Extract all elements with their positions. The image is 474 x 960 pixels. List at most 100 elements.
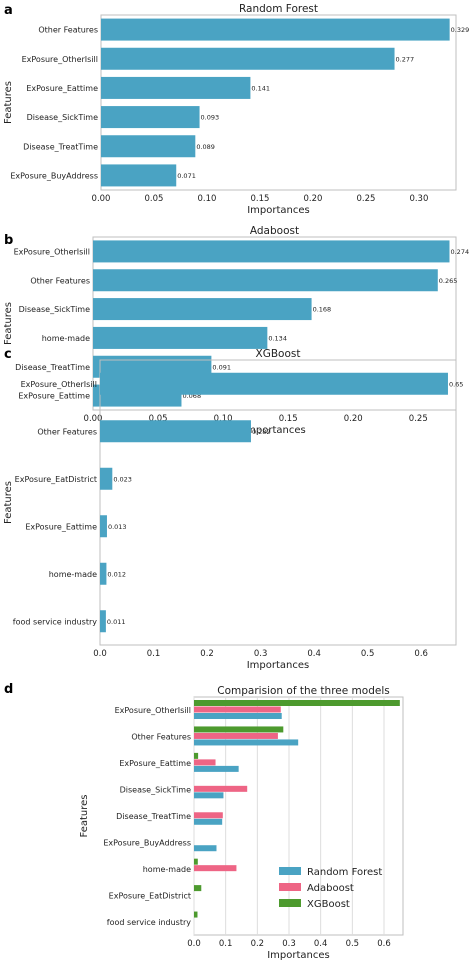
- panel-c-bar: [100, 610, 106, 633]
- panel-c-category-label: food service industry: [13, 617, 97, 626]
- panel-c-letter: c: [4, 347, 12, 362]
- panel-a-bar-value-label: 0.093: [201, 114, 220, 122]
- panel-a-plot-frame: [100, 14, 457, 191]
- panel-a-bar-value-label: 0.277: [396, 55, 415, 63]
- panel-a-category-label: Disease_TreatTime: [23, 142, 98, 151]
- panel-c-bar-value-label: 0.023: [113, 475, 132, 483]
- panel-c-category-label: Other Features: [37, 427, 97, 436]
- panel-d-bar-adaboost: [194, 785, 248, 792]
- panel-a-category-label: ExPosure_OtherIsill: [22, 55, 98, 64]
- panel-c-x-axis-title: Importances: [247, 660, 310, 671]
- panel-c-x-tick-label: 0.5: [361, 649, 375, 659]
- panel-d-category-label: Disease_SickTime: [120, 786, 191, 795]
- panel-d-x-tick-label: 0.6: [377, 939, 391, 949]
- panel-b-bar-value-label: 0.274: [450, 248, 469, 256]
- panel-b-x-tick-label: 0.25: [409, 414, 428, 424]
- panel-d-bar-adaboost: [194, 759, 216, 766]
- panel-b-category-label: home-made: [42, 334, 90, 343]
- panel-a-bar: [101, 47, 395, 70]
- panel-a-x-tick-label: 0.25: [356, 194, 375, 204]
- panel-b-bar: [93, 355, 212, 378]
- panel-c-bar-value-label: 0.282: [252, 428, 271, 436]
- panel-b-category-label: Disease_SickTime: [19, 305, 90, 314]
- panel-d-bar-random-forest: [194, 739, 299, 746]
- panel-d-x-tick-label: 0.0: [187, 939, 201, 949]
- panel-a-category-label: Other Features: [38, 26, 98, 35]
- panel-d-bar-adaboost: [194, 732, 278, 739]
- panel-b-bar-value-label: 0.168: [313, 306, 332, 314]
- panel-d-x-tick-label: 0.1: [219, 939, 233, 949]
- panel-a-category-label: ExPosure_Eattime: [26, 84, 98, 93]
- panel-b-x-tick-label: 0.00: [84, 414, 103, 424]
- panel-d-category-label: ExPosure_OtherIsill: [115, 706, 191, 715]
- panel-d-bar-xgboost: [194, 885, 202, 892]
- panel-a-letter: a: [4, 3, 13, 18]
- panel-a-bar-value-label: 0.071: [177, 172, 196, 180]
- panel-d-bar-adaboost: [194, 706, 281, 713]
- panel-d-category-label: Other Features: [131, 733, 191, 742]
- panel-c-bar: [100, 420, 251, 443]
- panel-a-x-tick-label: 0.30: [409, 194, 428, 204]
- panel-d-category-label: ExPosure_BuyAddress: [103, 838, 191, 847]
- panel-d-bar-xgboost: [194, 700, 400, 706]
- panel-d-bar-random-forest: [194, 713, 282, 719]
- panel-c-y-axis-title: Features: [3, 481, 14, 524]
- panel-b-y-axis-title: Features: [3, 302, 14, 345]
- panel-b-category-label: Disease_TreatTime: [15, 363, 90, 372]
- panel-d-bar-xgboost: [194, 752, 199, 759]
- panel-b-x-tick-label: 0.10: [214, 414, 233, 424]
- panel-b-bar-value-label: 0.091: [212, 363, 231, 371]
- legend-swatch-random-forest: [279, 867, 301, 875]
- panel-d-bar-adaboost: [194, 865, 237, 872]
- panel-a-y-axis-title: Features: [3, 81, 14, 124]
- panel-b-category-label: ExPosure_OtherIsill: [14, 247, 90, 256]
- panel-b-bar-value-label: 0.068: [182, 392, 201, 400]
- panel-d-letter: d: [4, 682, 13, 697]
- panel-b-category-label: ExPosure_Eattime: [18, 392, 90, 401]
- panel-a-bar-value-label: 0.329: [451, 26, 470, 34]
- panel-b-plot-frame: [92, 236, 457, 411]
- panel-a-x-tick-label: 0.15: [250, 194, 269, 204]
- panel-d-bar-random-forest: [194, 818, 223, 825]
- panel-c-bar-value-label: 0.65: [449, 380, 463, 388]
- panel-c-x-tick-label: 0.4: [307, 649, 321, 659]
- panel-d-category-label: ExPosure_EatDistrict: [109, 891, 191, 900]
- panel-b-category-label: Other Features: [30, 276, 90, 285]
- panel-a-bar: [101, 164, 177, 187]
- panel-b-x-tick-label: 0.15: [279, 414, 298, 424]
- panel-d-x-tick-label: 0.5: [346, 939, 360, 949]
- panel-c-bar-value-label: 0.012: [107, 570, 126, 578]
- panel-c-bar: [100, 562, 107, 585]
- panel-a-bar: [101, 76, 251, 99]
- panel-a-x-tick-label: 0.10: [198, 194, 217, 204]
- legend-label-random-forest: Random Forest: [307, 867, 382, 878]
- panel-c-x-tick-label: 0.0: [93, 649, 107, 659]
- panel-a-bar: [101, 135, 196, 158]
- panel-d-bar-xgboost: [194, 858, 198, 865]
- panel-d-x-axis-title: Importances: [267, 950, 330, 960]
- panel-b-x-tick-label: 0.20: [344, 414, 363, 424]
- panel-b-bar: [93, 240, 450, 263]
- panel-d-x-tick-label: 0.3: [282, 939, 296, 949]
- legend-label-xgboost: XGBoost: [307, 899, 350, 910]
- panel-b-letter: b: [4, 233, 13, 248]
- panel-b-bar: [93, 269, 438, 292]
- panel-d-bar-random-forest: [194, 792, 224, 799]
- panel-a-bar: [101, 18, 450, 41]
- panel-d-bar-xgboost: [194, 911, 198, 918]
- panel-d-category-label: home-made: [143, 865, 191, 874]
- panel-d-bar-adaboost: [194, 812, 223, 819]
- panel-d-category-label: ExPosure_Eattime: [119, 759, 191, 768]
- panel-c-category-label: ExPosure_OtherIsill: [21, 380, 97, 389]
- panel-d-bar-xgboost: [194, 726, 284, 733]
- panel-c-bar: [100, 372, 448, 395]
- panel-b-x-axis-title: Importances: [243, 425, 306, 436]
- panel-a-x-tick-label: 0.05: [145, 194, 164, 204]
- panel-a-x-tick-label: 0.00: [92, 194, 111, 204]
- panel-c-x-tick-label: 0.6: [414, 649, 428, 659]
- panel-c-plot-frame: [99, 359, 457, 646]
- panel-d-x-tick-label: 0.2: [251, 939, 265, 949]
- panel-c-category-label: ExPosure_EatDistrict: [15, 475, 97, 484]
- panel-d-category-label: Disease_TreatTime: [116, 812, 191, 821]
